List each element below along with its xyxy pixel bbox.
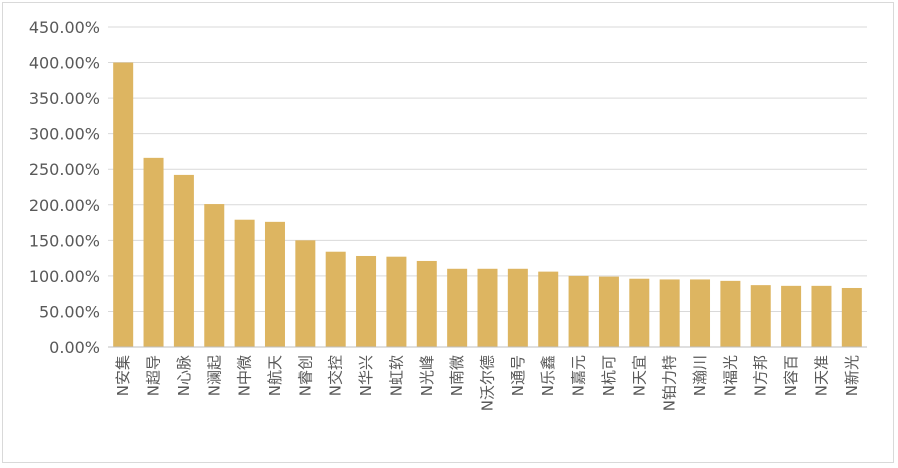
x-tick-label: N交控 xyxy=(327,355,345,396)
bar xyxy=(264,221,285,347)
y-tick-label: 100.00% xyxy=(29,267,100,286)
bar xyxy=(781,285,802,347)
bar xyxy=(659,279,680,347)
bar xyxy=(507,268,528,347)
bar xyxy=(173,174,194,347)
chart-frame: 0.00% 50.00% 100.00% 150.00% 200.00% 250.00% 3… xyxy=(2,2,894,463)
bar xyxy=(447,268,468,347)
x-tick-label: N华兴 xyxy=(357,355,375,396)
x-tick-label: N光峰 xyxy=(418,355,436,396)
x-tick-label: N天宜 xyxy=(630,355,648,396)
bar xyxy=(325,251,346,347)
y-tick-label: 400.00% xyxy=(29,54,100,73)
y-tick-label: 250.00% xyxy=(29,160,100,179)
bar xyxy=(690,279,711,347)
bar xyxy=(143,157,164,347)
x-tick-label: N航天 xyxy=(266,355,284,396)
x-tick-label: N澜起 xyxy=(205,355,223,396)
bar xyxy=(204,204,225,347)
x-tick-label: N沃尔德 xyxy=(479,355,497,411)
bar xyxy=(234,219,255,347)
x-tick-label: N超导 xyxy=(145,355,163,396)
bar xyxy=(841,287,862,347)
bar-chart: 0.00% 50.00% 100.00% 150.00% 200.00% 250.00% 3… xyxy=(29,18,867,411)
x-tick-label: N瀚川 xyxy=(691,355,709,396)
bar xyxy=(811,285,832,347)
bar xyxy=(386,256,407,347)
x-tick-label: N南微 xyxy=(448,355,466,396)
x-tick-label: N睿创 xyxy=(296,355,314,396)
x-tick-label: N乐鑫 xyxy=(539,355,557,396)
bar xyxy=(598,276,619,347)
x-tick-label: N福光 xyxy=(721,355,739,396)
x-tick-label: N虹软 xyxy=(387,355,405,396)
y-tick-label: 350.00% xyxy=(29,89,100,108)
bar xyxy=(750,285,771,347)
bar xyxy=(295,240,316,347)
x-tick-label: N方邦 xyxy=(752,355,770,396)
x-tick-label: N杭可 xyxy=(600,355,618,396)
x-tick-label: N安集 xyxy=(114,355,132,396)
x-tick-label: N容百 xyxy=(782,355,800,396)
y-tick-label: 450.00% xyxy=(29,18,100,37)
y-tick-label: 300.00% xyxy=(29,125,100,144)
x-tick-label: N通号 xyxy=(509,355,527,396)
x-tick-label: N嘉元 xyxy=(570,355,588,396)
y-tick-label: 50.00% xyxy=(39,302,100,321)
y-tick-label: 200.00% xyxy=(29,196,100,215)
x-tick-label: N中微 xyxy=(236,355,254,396)
y-tick-label: 0.00% xyxy=(49,338,100,357)
bar xyxy=(538,271,559,347)
bar xyxy=(477,268,498,347)
bar xyxy=(568,275,589,347)
x-tick-label: N心脉 xyxy=(175,355,193,396)
x-tick-label: N铂力特 xyxy=(661,355,679,411)
bar xyxy=(416,260,437,347)
bar xyxy=(356,255,377,347)
y-tick-label: 150.00% xyxy=(29,231,100,250)
bar xyxy=(113,62,134,348)
bar xyxy=(629,278,650,347)
bar xyxy=(720,280,741,347)
x-tick-label: N天准 xyxy=(812,355,830,396)
x-tick-label: N新光 xyxy=(843,355,861,396)
